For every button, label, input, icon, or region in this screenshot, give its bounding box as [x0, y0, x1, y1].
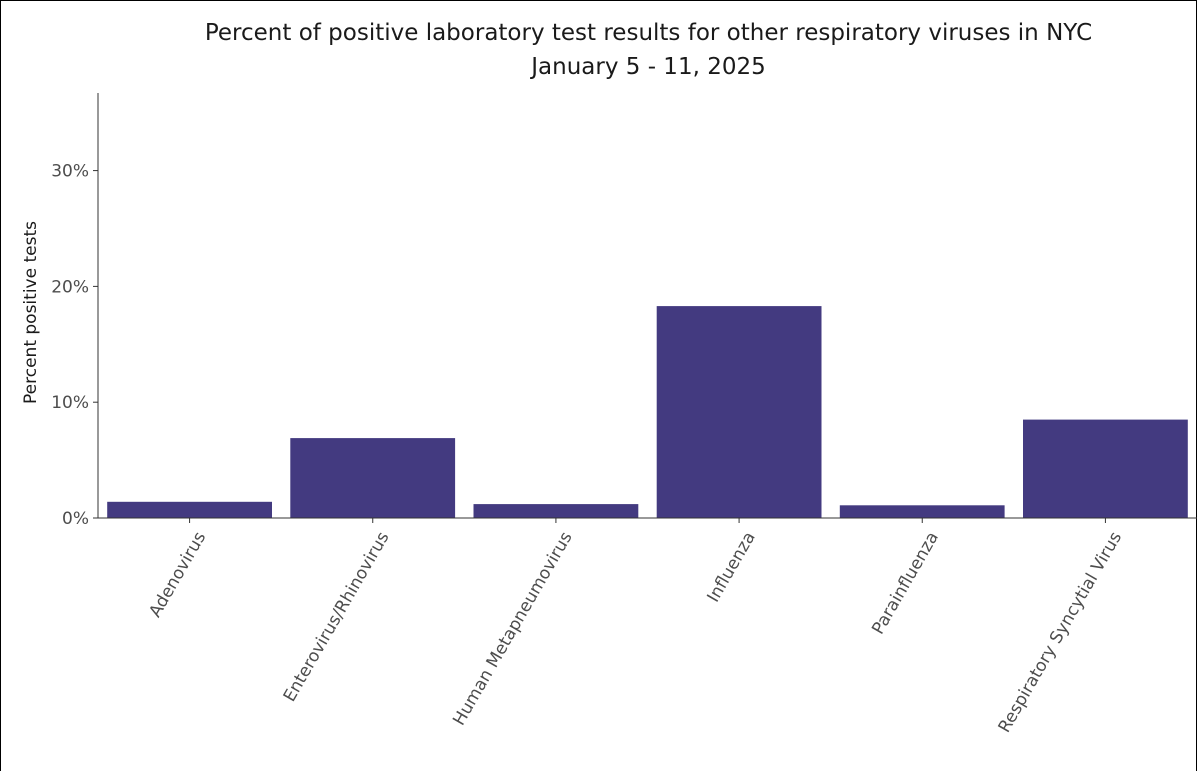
x-tick-label: Influenza	[704, 529, 760, 606]
x-tick-label: Adenovirus	[145, 528, 210, 621]
x-tick-label: Respiratory Syncytial Virus	[995, 528, 1127, 736]
bar-influenza	[656, 306, 822, 518]
bar-adenovirus	[107, 501, 272, 518]
chart-title-block: Percent of positive laboratory test resu…	[100, 16, 1197, 84]
y-tick-label: 30%	[51, 162, 89, 182]
x-tick-label: Parainfluenza	[868, 529, 943, 638]
y-ticks-group: 0% 10% 20% 30%	[51, 162, 98, 529]
bar-respiratory-syncytial-virus	[1023, 419, 1188, 518]
y-tick-label: 10%	[51, 393, 89, 413]
chart-title: Percent of positive laboratory test resu…	[204, 20, 1093, 46]
bar-enterovirus-rhinovirus	[290, 438, 456, 518]
x-ticks-group: Adenovirus Enterovirus/Rhinovirus Human Me…	[145, 518, 1126, 736]
x-tick-label: Enterovirus/Rhinovirus	[280, 528, 394, 705]
x-tick-label: Human Metapneumovirus	[449, 528, 576, 729]
chart-subtitle: January 5 - 11, 2025	[531, 54, 766, 80]
y-tick-label: 0%	[62, 509, 89, 529]
bars-group	[107, 306, 1188, 518]
bar-parainfluenza	[839, 505, 1005, 518]
bar-human-metapneumovirus	[473, 504, 639, 518]
y-tick-label: 20%	[51, 277, 89, 297]
y-axis-label: Percent positive tests	[21, 221, 41, 404]
